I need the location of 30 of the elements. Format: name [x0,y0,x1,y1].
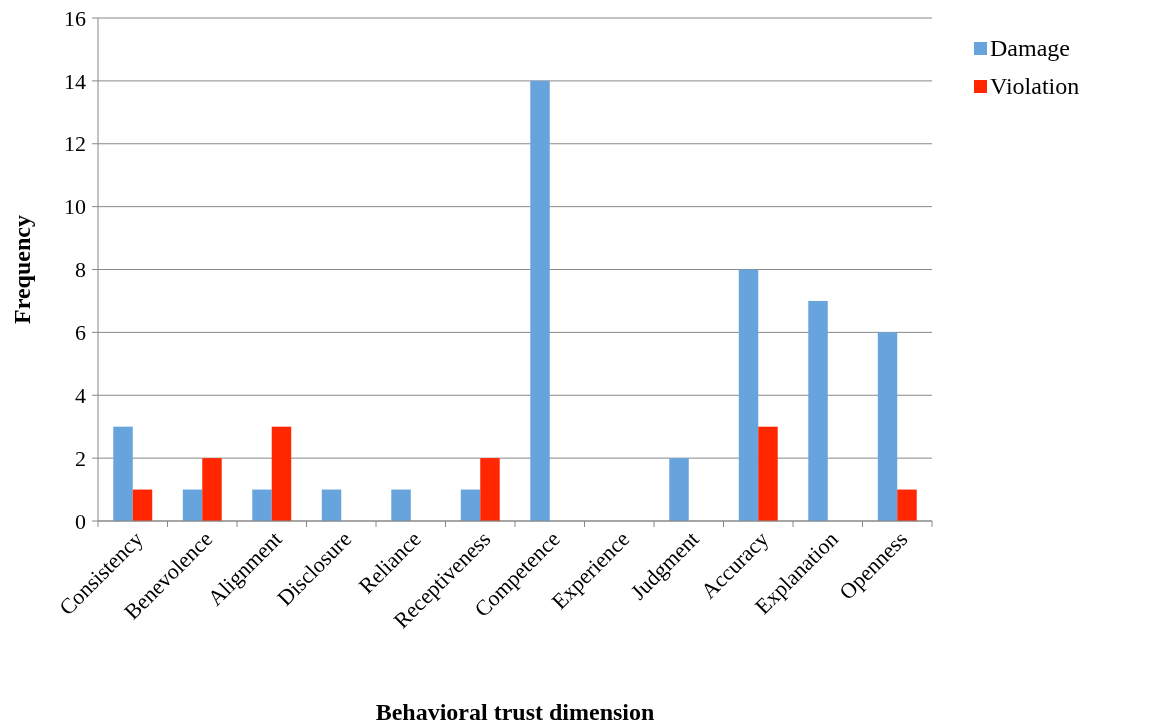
y-tick-label: 10 [64,194,86,220]
bar [113,426,133,521]
y-tick-label: 14 [64,68,86,94]
y-tick-label: 12 [64,131,86,157]
y-axis-title: Frequency [9,215,35,324]
y-tick-label: 4 [75,382,86,408]
y-tick-label: 16 [64,5,86,31]
bar [530,80,550,521]
bar [808,300,828,521]
bar [271,426,292,521]
bar [877,332,898,521]
bar [460,489,481,521]
bar [758,426,778,521]
x-axis-title: Behavioral trust dimension [375,699,655,725]
y-tick-label: 0 [75,508,86,534]
y-tick-label: 6 [75,320,86,346]
bar [480,458,500,521]
bar [182,489,203,521]
bar [897,489,917,521]
y-tick-label: 2 [75,445,86,471]
bar [669,458,689,521]
bar [202,458,222,521]
y-tick-label: 8 [75,257,86,283]
bar [132,489,153,521]
bar [738,269,759,521]
bar [321,489,342,521]
bar [252,489,272,521]
legend-label: Damage [990,35,1070,62]
bar [391,489,411,521]
legend-label: Violation [990,73,1080,100]
